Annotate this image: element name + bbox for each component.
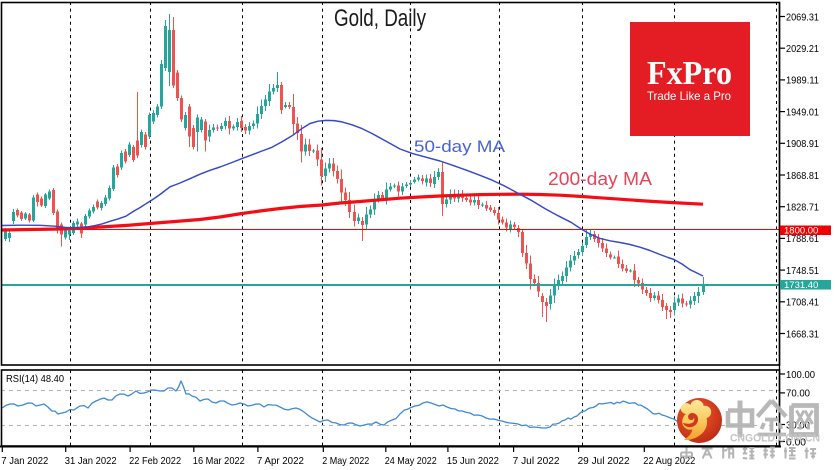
svg-text:1800.00: 1800.00	[784, 226, 818, 237]
svg-text:FxPro: FxPro	[647, 55, 732, 92]
svg-text:50-day MA: 50-day MA	[414, 137, 506, 156]
svg-text:1731.40: 1731.40	[784, 280, 818, 291]
svg-text:22 Aug 2022: 22 Aug 2022	[643, 455, 695, 467]
svg-text:1708.41: 1708.41	[786, 297, 819, 309]
svg-text:Trade Like a Pro: Trade Like a Pro	[647, 89, 731, 103]
svg-text:1748.51: 1748.51	[786, 265, 819, 277]
svg-text:100.00: 100.00	[786, 369, 815, 381]
svg-text:1788.61: 1788.61	[786, 233, 819, 245]
svg-text:1668.31: 1668.31	[786, 328, 819, 340]
svg-text:22 Feb 2022: 22 Feb 2022	[129, 455, 181, 467]
svg-text:Gold, Daily: Gold, Daily	[334, 5, 426, 32]
svg-text:7 Jul 2022: 7 Jul 2022	[513, 455, 560, 467]
svg-text:7 Apr 2022: 7 Apr 2022	[257, 455, 304, 467]
svg-text:1868.81: 1868.81	[786, 170, 819, 182]
svg-text:7 Jan 2022: 7 Jan 2022	[1, 455, 48, 467]
svg-text:CNGOLD.COM.CN: CNGOLD.COM.CN	[730, 433, 820, 445]
svg-text:1949.01: 1949.01	[786, 106, 819, 118]
svg-text:1908.91: 1908.91	[786, 138, 819, 150]
svg-text:29 Jul 2022: 29 Jul 2022	[578, 455, 630, 467]
svg-text:15 Jun 2022: 15 Jun 2022	[447, 455, 499, 467]
svg-text:RSI(14) 48.40: RSI(14) 48.40	[6, 373, 64, 385]
svg-text:200-day MA: 200-day MA	[548, 169, 652, 189]
svg-text:2 May 2022: 2 May 2022	[322, 455, 369, 467]
svg-text:1989.11: 1989.11	[786, 75, 819, 87]
svg-text:1828.71: 1828.71	[786, 202, 819, 214]
svg-text:70.00: 70.00	[786, 388, 810, 400]
svg-text:31 Jan 2022: 31 Jan 2022	[65, 455, 117, 467]
svg-text:24 May 2022: 24 May 2022	[385, 455, 437, 467]
svg-text:0.00: 0.00	[786, 436, 806, 448]
svg-text:16 Mar 2022: 16 Mar 2022	[193, 455, 245, 467]
svg-text:2029.21: 2029.21	[786, 43, 819, 55]
svg-text:2069.31: 2069.31	[786, 11, 819, 23]
